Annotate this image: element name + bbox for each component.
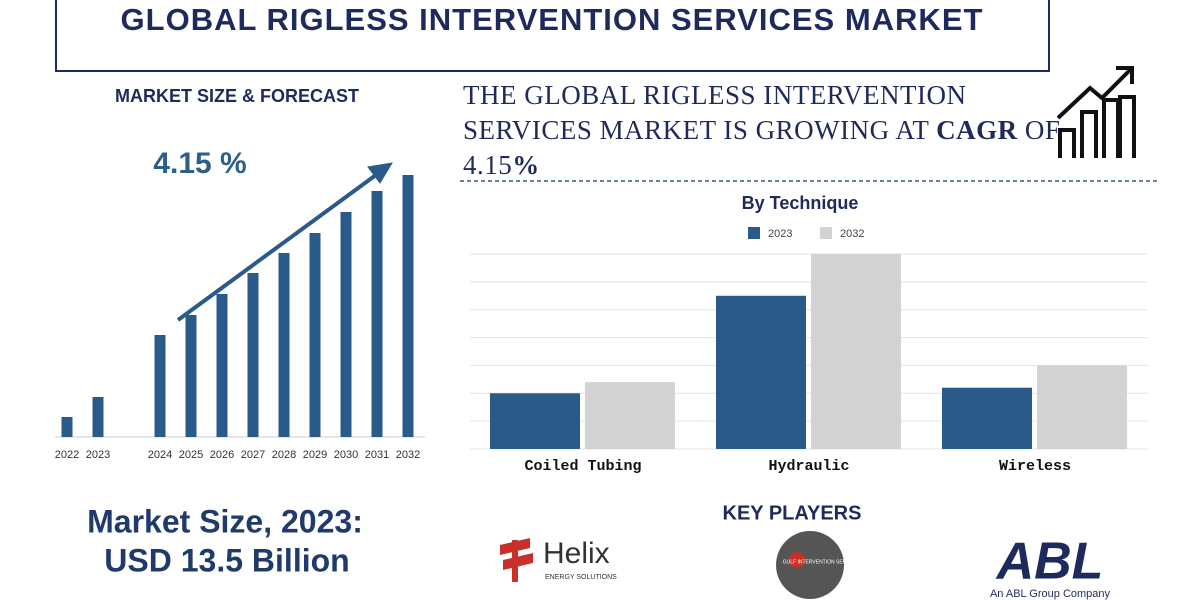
- chart-title: By Technique: [742, 193, 859, 213]
- bar: [716, 295, 806, 449]
- x-tick-label: 2026: [210, 449, 234, 461]
- market-size-value: USD 13.5 Billion: [104, 542, 349, 578]
- bar: [247, 273, 259, 437]
- bar: [154, 335, 166, 437]
- x-tick-label: Hydraulic: [768, 458, 849, 475]
- player-name: GULF INTERVENTION SERVICES: [783, 559, 862, 565]
- title-box: [55, 0, 1050, 72]
- headline-text: OF 4.15: [463, 115, 1061, 180]
- bar: [185, 315, 197, 437]
- x-tick-label: Coiled Tubing: [524, 458, 641, 475]
- player-name: Helix: [543, 537, 610, 570]
- x-tick-label: 2028: [272, 449, 296, 461]
- key-players-title: KEY PLAYERS: [723, 502, 862, 524]
- legend-swatch: [820, 227, 832, 239]
- headline-text: THE GLOBAL RIGLESS INTERVENTION SERVICES…: [463, 80, 967, 145]
- bar: [278, 253, 290, 437]
- x-tick-label: 2024: [148, 449, 172, 461]
- x-tick-label: 2031: [365, 449, 389, 461]
- headline-bold: CAGR: [936, 115, 1018, 145]
- headline-bold: %: [512, 150, 540, 180]
- x-tick-label: 2023: [86, 449, 110, 461]
- legend-label: 2023: [768, 228, 792, 240]
- bar: [402, 175, 414, 437]
- legend-swatch: [748, 227, 760, 239]
- x-tick-label: Wireless: [999, 458, 1071, 475]
- player-name: ABL: [995, 533, 1104, 591]
- bar: [340, 212, 352, 437]
- x-tick-label: 2025: [179, 449, 203, 461]
- x-tick-label: 2022: [55, 449, 79, 461]
- bar: [490, 393, 580, 449]
- bar: [811, 254, 901, 449]
- headline: THE GLOBAL RIGLESS INTERVENTION SERVICES…: [463, 78, 1063, 183]
- trend-arrow: [176, 162, 393, 322]
- market-size-label: Market Size, 2023:: [87, 503, 363, 539]
- x-tick-label: 2032: [396, 449, 420, 461]
- growth-icon: [1056, 66, 1136, 158]
- bar: [1037, 365, 1127, 449]
- gulf-logo: GULF INTERVENTION SERVICES: [776, 531, 862, 599]
- helix-logo: Helix ENERGY SOLUTIONS: [500, 537, 617, 582]
- legend-label: 2032: [840, 228, 864, 240]
- x-tick-label: 2029: [303, 449, 327, 461]
- cagr-annotation: 4.15 %: [153, 147, 246, 180]
- bar: [92, 397, 104, 437]
- x-tick-label: 2030: [334, 449, 358, 461]
- bar: [216, 294, 228, 437]
- title: GLOBAL RIGLESS INTERVENTION SERVICES MAR…: [121, 2, 984, 37]
- x-tick-label: 2027: [241, 449, 265, 461]
- bar: [942, 387, 1032, 449]
- bar: [309, 233, 321, 437]
- bar: [61, 417, 73, 437]
- player-tagline: ENERGY SOLUTIONS: [545, 574, 617, 581]
- abl-logo: ABL An ABL Group Company: [990, 533, 1111, 600]
- chart-title: MARKET SIZE & FORECAST: [115, 86, 359, 106]
- bar: [371, 191, 383, 437]
- player-tagline: An ABL Group Company: [990, 588, 1111, 600]
- bar: [585, 382, 675, 449]
